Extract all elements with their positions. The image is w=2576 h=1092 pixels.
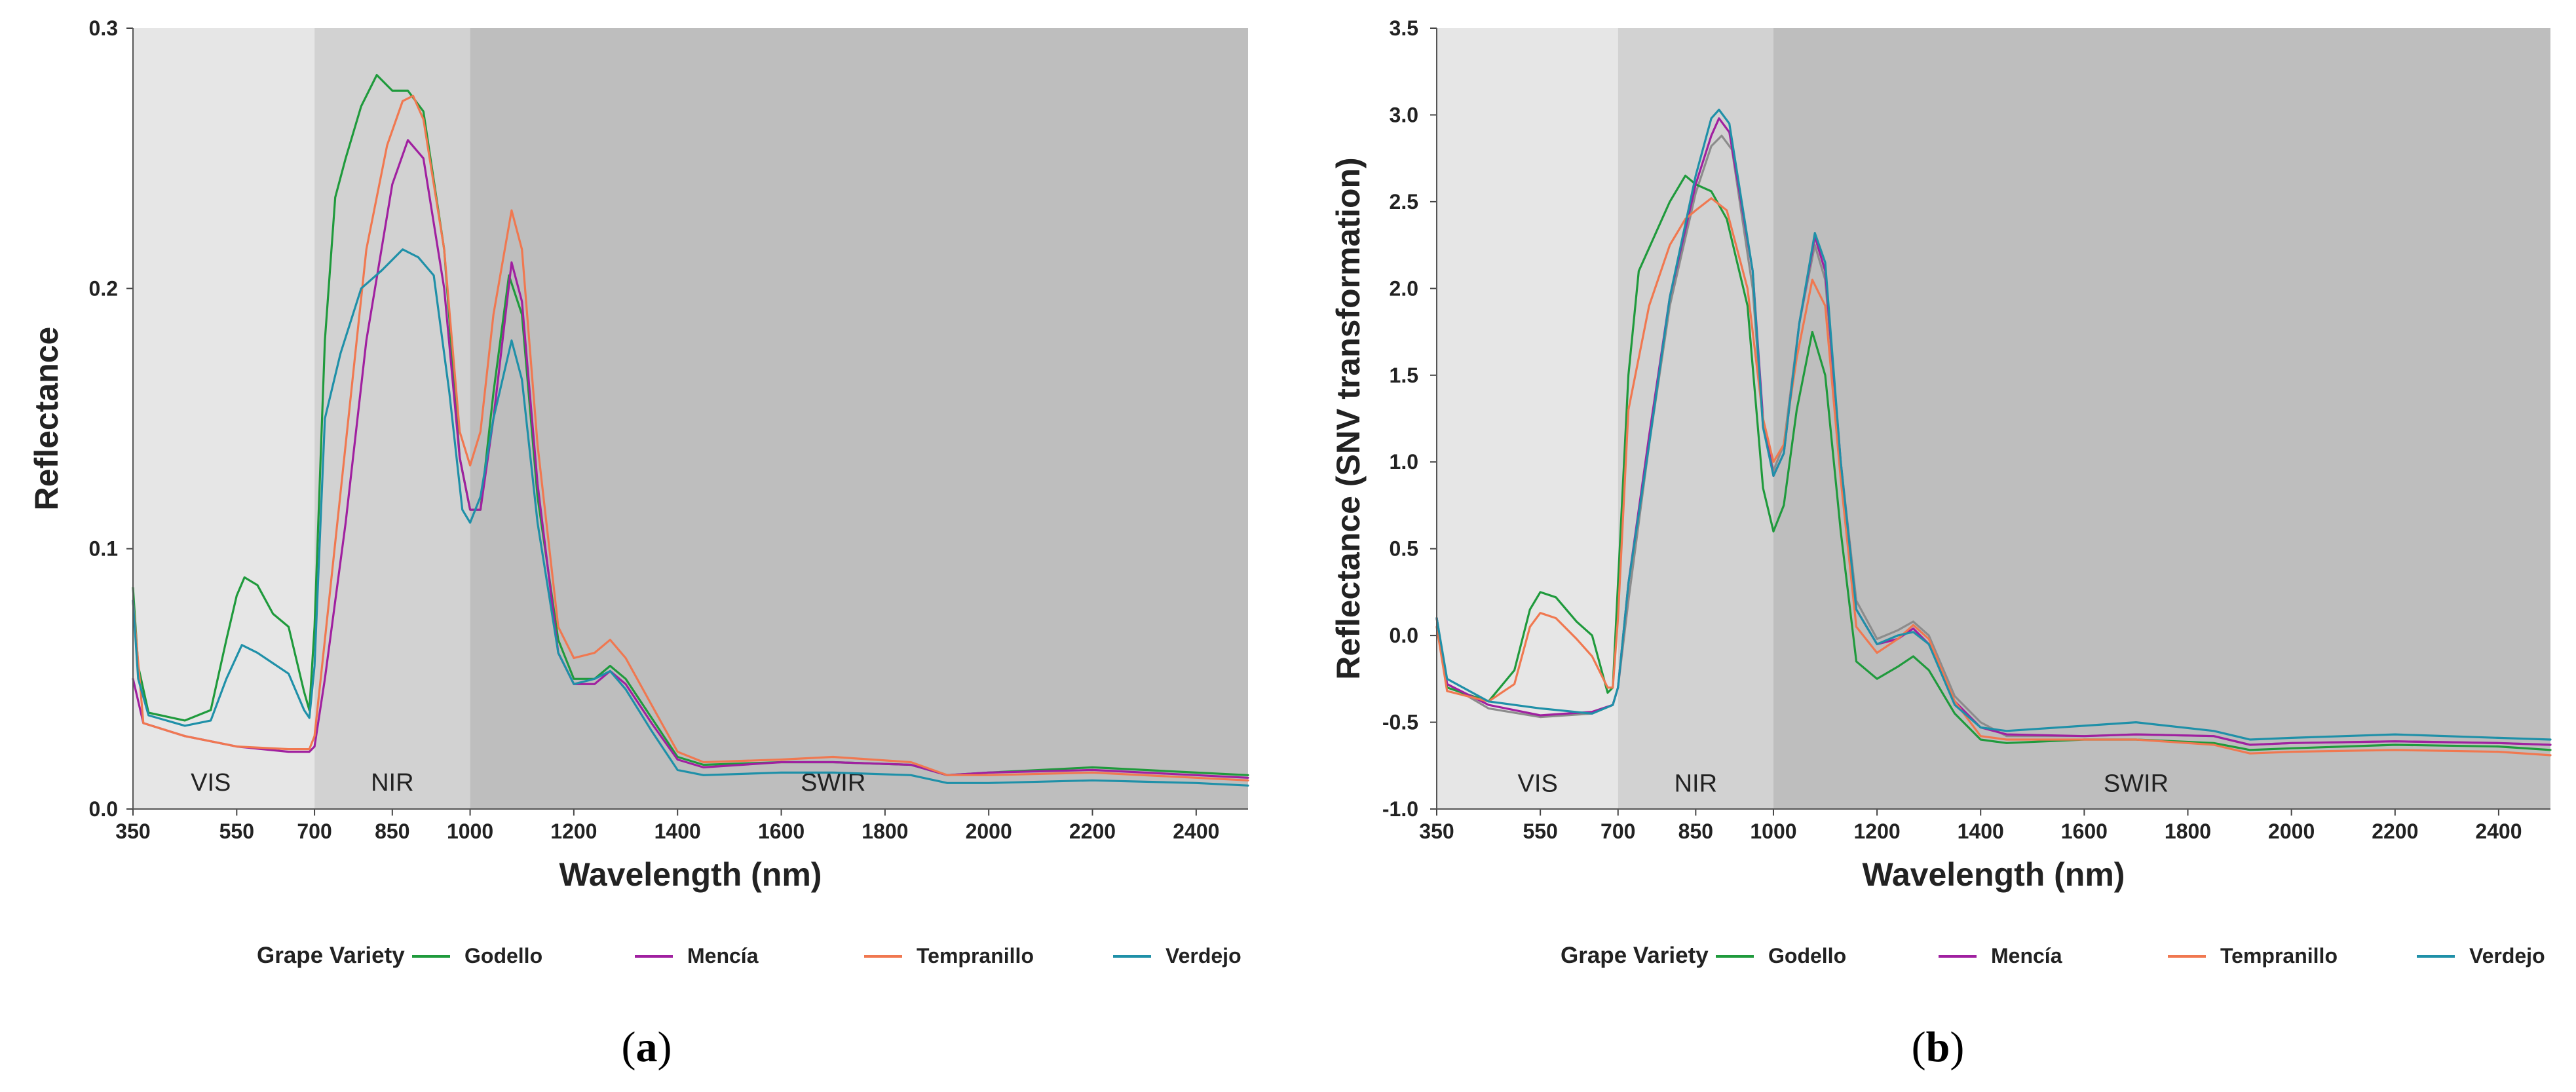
x-tick-label: 1000 xyxy=(447,819,493,843)
y-tick-label: 3.0 xyxy=(1390,103,1418,126)
y-tick-label: -1.0 xyxy=(1382,797,1418,821)
y-axis-label: Reflectance (SNV transformation) xyxy=(1330,157,1367,679)
legend-label-mencia: Mencía xyxy=(687,944,759,968)
series-line-verdejo xyxy=(1435,108,2552,741)
x-tick-label: 700 xyxy=(297,819,331,843)
y-tick-label: 0.0 xyxy=(1390,624,1418,647)
y-tick-label: 0.3 xyxy=(89,16,118,40)
x-tick-label: 850 xyxy=(375,819,409,843)
x-tick-label: 2200 xyxy=(2372,819,2418,843)
panel-label-b: (b) xyxy=(1912,1023,1965,1071)
x-tick-label: 1600 xyxy=(2061,819,2108,843)
region-label-nir: NIR xyxy=(371,769,413,797)
legend-label-mencia: Mencía xyxy=(1991,944,2062,968)
x-tick-label: 2400 xyxy=(2475,819,2522,843)
x-tick-label: 1800 xyxy=(2165,819,2211,843)
region-bg-swir xyxy=(1773,28,2550,809)
x-tick-label: 2200 xyxy=(1069,819,1116,843)
region-bg-vis xyxy=(133,28,315,809)
x-tick-label: 1800 xyxy=(862,819,908,843)
y-axis-label: Reflectance xyxy=(28,327,65,511)
series-line-tempranillo xyxy=(132,94,1249,781)
region-label-vis: VIS xyxy=(1518,770,1558,798)
legend-label-godello: Godello xyxy=(464,944,542,968)
legend-label-verdejo: Verdejo xyxy=(2469,944,2545,968)
x-tick-label: 700 xyxy=(1601,819,1635,843)
y-tick-label: 2.0 xyxy=(1390,276,1418,300)
legend-title: Grape Variety xyxy=(257,943,405,968)
x-tick-label: 2000 xyxy=(2268,819,2315,843)
y-tick-label: 1.5 xyxy=(1390,364,1418,387)
series-line-verdejo xyxy=(132,248,1249,787)
y-tick-label: 0.0 xyxy=(89,797,118,821)
x-tick-label: 1200 xyxy=(550,819,597,843)
x-tick-label: 1600 xyxy=(758,819,805,843)
x-tick-label: 850 xyxy=(1678,819,1713,843)
y-tick-label: 0.2 xyxy=(89,276,118,300)
legend-a: Grape Variety Godello Mencía Tempranillo Ver… xyxy=(257,943,1241,968)
x-tick-label: 350 xyxy=(1419,819,1454,843)
x-tick-label: 2000 xyxy=(966,819,1012,843)
region-label-swir: SWIR xyxy=(2104,770,2169,798)
region-label-nir: NIR xyxy=(1675,770,1717,798)
x-tick-label: 2400 xyxy=(1173,819,1219,843)
x-tick-label: 550 xyxy=(219,819,254,843)
legend-label-godello: Godello xyxy=(1768,944,1846,968)
legend-title: Grape Variety xyxy=(1561,943,1709,968)
series-line-mencia xyxy=(132,139,1249,779)
x-tick-label: 1400 xyxy=(654,819,701,843)
legend-label-tempranillo: Tempranillo xyxy=(2220,944,2338,968)
y-tick-label: -0.5 xyxy=(1382,711,1418,734)
x-tick-label: 1200 xyxy=(1853,819,1900,843)
x-tick-label: 1000 xyxy=(1750,819,1796,843)
x-tick-label: 350 xyxy=(115,819,150,843)
y-tick-label: 0.1 xyxy=(89,537,118,561)
region-bg-nir xyxy=(314,28,470,809)
panel-b-chart: VIS NIR SWIR 350 550 700 850 1000 1200 1400 1600 18… xyxy=(1330,16,2552,893)
y-tick-label: 3.5 xyxy=(1390,16,1418,40)
y-tick-label: 2.5 xyxy=(1390,190,1418,214)
x-axis-label: Wavelength (nm) xyxy=(559,856,822,893)
x-axis-label: Wavelength (nm) xyxy=(1863,856,2125,893)
series-line-tempranillo xyxy=(1435,197,2552,757)
panel-label-a: (a) xyxy=(622,1023,672,1071)
region-bg-vis xyxy=(1437,28,1618,809)
region-label-vis: VIS xyxy=(191,769,231,797)
x-tick-label: 1400 xyxy=(1958,819,2004,843)
y-tick-label: 0.5 xyxy=(1390,537,1418,561)
legend-label-verdejo: Verdejo xyxy=(1165,944,1241,968)
region-bg-nir xyxy=(1618,28,1773,809)
y-tick-label: 1.0 xyxy=(1390,450,1418,474)
x-tick-label: 550 xyxy=(1523,819,1557,843)
series-line-godello xyxy=(132,73,1249,776)
region-bg-swir xyxy=(470,28,1249,809)
legend-b: Grape Variety Godello Mencía Tempranillo Ver… xyxy=(1561,943,2545,968)
legend-label-tempranillo: Tempranillo xyxy=(917,944,1034,968)
